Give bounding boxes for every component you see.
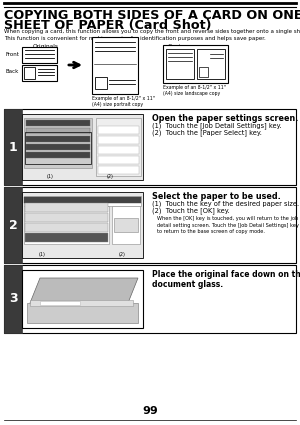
Bar: [95, 77, 107, 89]
Bar: [98, 136, 139, 144]
Text: Example of an 8-1/2" x 11"
(A4) size landscape copy: Example of an 8-1/2" x 11" (A4) size lan…: [163, 85, 226, 96]
Bar: [98, 156, 139, 164]
Bar: [26, 120, 90, 126]
Bar: [24, 206, 109, 244]
Bar: [30, 300, 133, 306]
Bar: [92, 37, 138, 94]
Text: Open the paper settings screen.: Open the paper settings screen.: [152, 114, 298, 123]
Text: (2): (2): [106, 174, 113, 179]
Bar: [24, 196, 141, 206]
Polygon shape: [30, 278, 138, 303]
Bar: [22, 192, 143, 258]
Bar: [24, 197, 141, 203]
Text: COPYING BOTH SIDES OF A CARD ON ONE: COPYING BOTH SIDES OF A CARD ON ONE: [4, 9, 300, 22]
Text: Originals: Originals: [33, 44, 59, 49]
Bar: [96, 118, 141, 176]
Bar: [22, 114, 143, 180]
Bar: [98, 146, 139, 154]
Text: When the [OK] key is touched, you will return to the job
detail setting screen. : When the [OK] key is touched, you will r…: [157, 216, 299, 234]
Bar: [114, 218, 138, 232]
Bar: [163, 45, 228, 83]
Text: (2)  Touch the [Paper Select] key.: (2) Touch the [Paper Select] key.: [152, 130, 262, 136]
Bar: [27, 303, 138, 323]
Text: 3: 3: [9, 292, 17, 306]
Bar: [26, 128, 90, 134]
Text: (1)  Touch the key of the desired paper size.: (1) Touch the key of the desired paper s…: [152, 200, 299, 207]
Bar: [24, 67, 35, 79]
Bar: [25, 233, 108, 242]
Bar: [4, 109, 296, 185]
Text: (1)  Touch the [Job Detail Settings] key.: (1) Touch the [Job Detail Settings] key.: [152, 122, 282, 129]
Text: (1): (1): [39, 252, 45, 257]
Bar: [26, 152, 90, 158]
Bar: [25, 203, 108, 212]
Bar: [98, 126, 139, 134]
Text: Back: Back: [5, 69, 18, 74]
Bar: [22, 47, 57, 63]
Text: (2)  Touch the [OK] key.: (2) Touch the [OK] key.: [152, 207, 230, 214]
Text: (1): (1): [46, 174, 53, 179]
Bar: [26, 136, 90, 142]
Bar: [25, 132, 91, 164]
Bar: [4, 187, 296, 263]
Text: 99: 99: [142, 406, 158, 416]
Bar: [112, 206, 140, 244]
Bar: [25, 223, 108, 232]
Bar: [4, 265, 22, 333]
Text: Example of an 8-1/2" x 11"
(A4) size portrait copy: Example of an 8-1/2" x 11" (A4) size por…: [92, 96, 155, 107]
Text: (2): (2): [118, 252, 125, 257]
Bar: [22, 270, 143, 328]
Text: Select the paper to be used.: Select the paper to be used.: [152, 192, 281, 201]
Bar: [98, 166, 139, 174]
Bar: [4, 187, 22, 263]
Bar: [26, 144, 90, 150]
Bar: [24, 118, 92, 168]
Text: 1: 1: [9, 141, 17, 153]
Bar: [199, 67, 208, 77]
Text: Copies: Copies: [168, 44, 188, 49]
Bar: [22, 65, 57, 81]
Text: Front: Front: [5, 52, 19, 57]
Bar: [25, 213, 108, 222]
Text: When copying a card, this function allows you to copy the front and reverse side: When copying a card, this function allow…: [4, 29, 300, 41]
Text: SHEET OF PAPER (Card Shot): SHEET OF PAPER (Card Shot): [4, 19, 212, 32]
Bar: [4, 265, 296, 333]
Bar: [197, 49, 225, 79]
Bar: [40, 301, 80, 305]
Bar: [166, 49, 194, 79]
Text: Place the original face down on the
document glass.: Place the original face down on the docu…: [152, 270, 300, 289]
Text: 2: 2: [9, 218, 17, 232]
Bar: [4, 109, 22, 185]
